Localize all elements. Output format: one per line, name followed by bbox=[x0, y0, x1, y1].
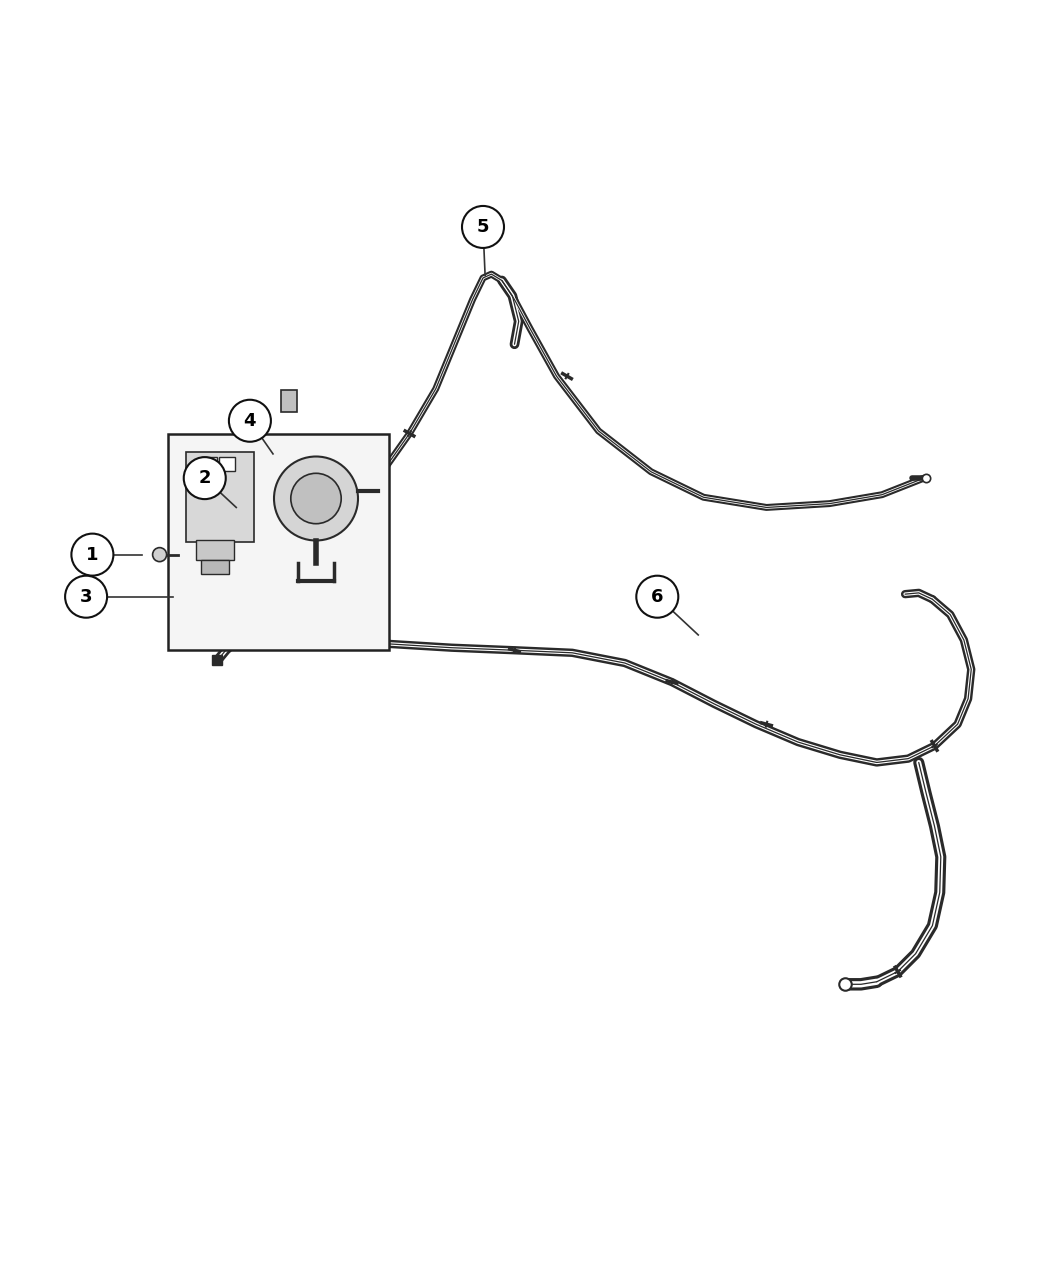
FancyBboxPatch shape bbox=[186, 451, 254, 542]
FancyBboxPatch shape bbox=[196, 539, 234, 560]
FancyBboxPatch shape bbox=[201, 456, 217, 470]
Text: 3: 3 bbox=[80, 588, 92, 606]
Circle shape bbox=[184, 458, 226, 499]
Circle shape bbox=[636, 576, 678, 617]
Circle shape bbox=[65, 576, 107, 617]
Circle shape bbox=[462, 207, 504, 247]
Text: 1: 1 bbox=[86, 546, 99, 564]
FancyBboxPatch shape bbox=[280, 390, 297, 412]
FancyBboxPatch shape bbox=[219, 456, 235, 470]
Circle shape bbox=[229, 400, 271, 441]
FancyBboxPatch shape bbox=[168, 434, 388, 650]
Text: 4: 4 bbox=[244, 412, 256, 430]
Circle shape bbox=[71, 534, 113, 575]
FancyBboxPatch shape bbox=[201, 560, 229, 574]
Circle shape bbox=[291, 473, 341, 524]
Text: 6: 6 bbox=[651, 588, 664, 606]
Text: 2: 2 bbox=[198, 469, 211, 487]
Circle shape bbox=[274, 456, 358, 541]
Text: 5: 5 bbox=[477, 218, 489, 236]
Circle shape bbox=[152, 548, 167, 561]
